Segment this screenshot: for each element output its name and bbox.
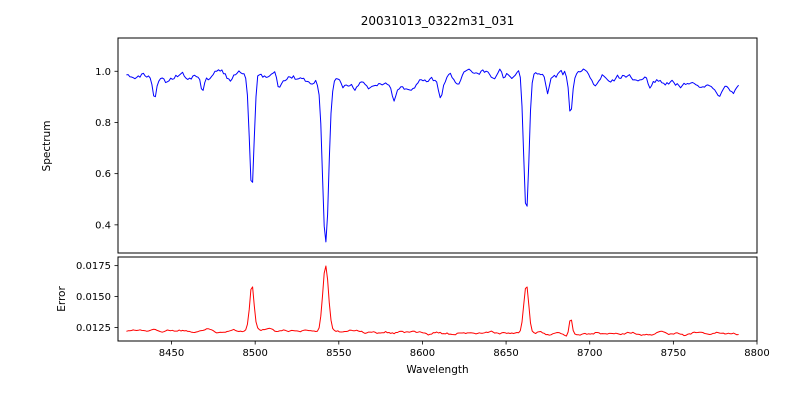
x-tick-label: 8450 [159, 348, 184, 359]
x-tick-label: 8650 [493, 348, 518, 359]
spectrum-line [126, 68, 739, 243]
x-tick-label: 8550 [326, 348, 351, 359]
x-tick-label: 8600 [410, 348, 435, 359]
y-tick-label: 0.0175 [76, 261, 111, 272]
chart-title: 20031013_0322m31_031 [360, 14, 515, 28]
axes-frame-error [117, 256, 758, 342]
y-tick-label: 0.0125 [76, 323, 111, 334]
y-tick-label: 0.6 [95, 169, 111, 180]
x-tick-label: 8800 [744, 348, 769, 359]
y-tick-label: 0.0150 [76, 292, 111, 303]
x-axis-label: Wavelength [406, 364, 469, 376]
y-tick-label: 0.8 [95, 118, 111, 129]
y-tick-label: 0.4 [95, 220, 111, 231]
x-tick-label: 8500 [242, 348, 267, 359]
y-axis-label-spectrum: Spectrum [41, 120, 53, 172]
x-tick-label: 8750 [661, 348, 686, 359]
x-tick-label: 8700 [577, 348, 602, 359]
error-line [126, 265, 739, 337]
y-axis-label-error: Error [56, 286, 68, 312]
axes-frame-spectrum [117, 37, 758, 254]
y-tick-label: 1.0 [95, 67, 111, 78]
